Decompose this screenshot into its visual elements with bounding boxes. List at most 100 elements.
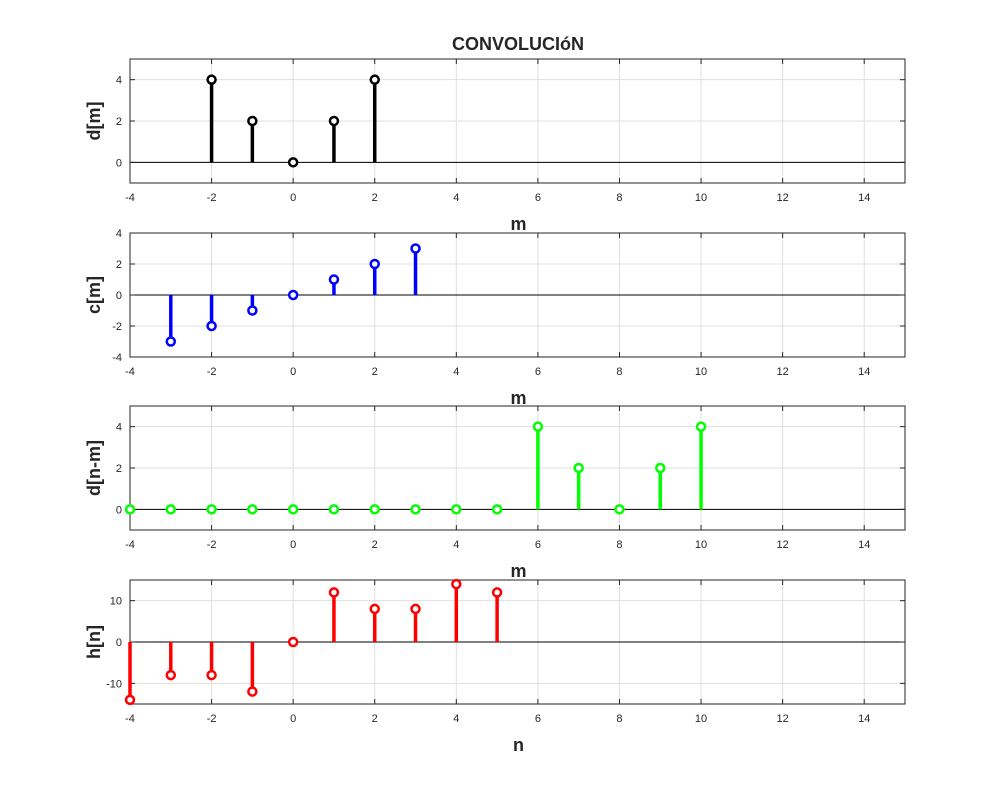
x-tick-label: 14 <box>858 192 870 204</box>
stem-1 <box>165 504 177 515</box>
x-tick-label: -2 <box>207 539 217 551</box>
x-axis-label: m <box>510 561 526 581</box>
x-tick-label: 2 <box>372 366 378 378</box>
stem-7 <box>410 504 421 515</box>
stem-1 <box>206 295 217 332</box>
stem-marker <box>206 669 217 681</box>
x-tick-label: 4 <box>453 539 459 551</box>
stem-4 <box>328 274 340 295</box>
x-tick-label: 0 <box>290 713 296 725</box>
stem-3 <box>328 115 340 163</box>
stem-marker <box>287 157 299 168</box>
stem-marker <box>165 504 177 515</box>
stem-marker <box>287 289 299 301</box>
y-tick-label: 4 <box>116 228 122 240</box>
x-tick-label: 4 <box>453 366 459 378</box>
x-tick-label: -2 <box>207 713 217 725</box>
x-tick-label: 10 <box>695 192 707 204</box>
stem-2 <box>247 295 258 316</box>
stem-marker <box>491 504 503 515</box>
stem-marker <box>491 587 503 598</box>
stem-0 <box>206 74 217 163</box>
x-axis-label: n <box>513 735 524 755</box>
x-tick-label: -4 <box>125 192 135 204</box>
stem-marker <box>124 504 136 515</box>
stem-9 <box>491 587 503 642</box>
y-tick-label: 0 <box>116 637 122 649</box>
stem-5 <box>328 504 340 515</box>
x-tick-label: 12 <box>777 539 789 551</box>
figure-title: CONVOLUCIóN <box>452 34 584 54</box>
y-tick-label: 0 <box>116 504 122 516</box>
subplot-3: -4 -2 0 2 4 6 8 10 12 14 0 2 4 m d[n-m] <box>84 405 906 581</box>
stem-marker <box>247 686 258 697</box>
y-axis-label: d[m] <box>84 102 104 141</box>
x-tick-label: 14 <box>858 713 870 725</box>
stem-11 <box>573 462 584 510</box>
x-tick-label: 12 <box>777 366 789 378</box>
stem-4 <box>369 74 380 163</box>
y-tick-label: 2 <box>116 259 122 271</box>
stem-9 <box>491 504 503 515</box>
stem-marker <box>655 462 666 474</box>
y-tick-label: -10 <box>106 678 122 690</box>
y-axis-label: h[n] <box>84 625 104 659</box>
x-tick-label: -2 <box>207 366 217 378</box>
x-tick-label: 10 <box>695 713 707 725</box>
stem-marker <box>328 115 340 127</box>
stem-marker <box>165 336 177 347</box>
stem-marker <box>451 504 462 515</box>
x-tick-label: 10 <box>695 366 707 378</box>
x-tick-label: 8 <box>616 366 622 378</box>
stem-marker <box>328 587 340 598</box>
stem-marker <box>369 504 380 515</box>
stem-marker <box>165 669 177 681</box>
x-tick-label: 0 <box>290 539 296 551</box>
x-axis-label: m <box>510 388 526 408</box>
subplot-1: -4 -2 0 2 4 6 8 10 12 14 0 2 4 m d[m] <box>84 58 906 234</box>
stem-marker <box>369 603 380 615</box>
stem-marker <box>206 320 217 332</box>
stem-4 <box>287 504 299 515</box>
stem-5 <box>328 587 340 642</box>
x-tick-label: 4 <box>453 192 459 204</box>
stem-marker <box>328 274 340 285</box>
stem-marker <box>410 504 421 515</box>
x-tick-label: -2 <box>207 192 217 204</box>
stem-2 <box>287 157 299 168</box>
stem-marker <box>247 115 258 127</box>
stem-1 <box>247 115 258 163</box>
x-tick-label: 12 <box>777 192 789 204</box>
stem-0 <box>124 642 136 706</box>
x-tick-label: 2 <box>372 713 378 725</box>
x-tick-label: -4 <box>125 713 135 725</box>
x-tick-label: 4 <box>453 713 459 725</box>
stem-2 <box>206 642 217 681</box>
stem-4 <box>287 636 299 648</box>
stem-6 <box>410 243 421 295</box>
stem-marker <box>287 636 299 648</box>
stem-3 <box>287 289 299 301</box>
y-tick-label: 2 <box>116 463 122 475</box>
stem-14 <box>695 421 707 510</box>
y-tick-label: 2 <box>116 116 122 128</box>
x-tick-label: 8 <box>616 192 622 204</box>
stem-8 <box>451 504 462 515</box>
y-tick-label: 4 <box>116 422 122 434</box>
stem-marker <box>247 504 258 515</box>
x-axis-label: m <box>510 214 526 234</box>
stem-marker <box>124 694 136 706</box>
subplot-4: -4 -2 0 2 4 6 8 10 12 14 -10 0 10 n h[n] <box>84 578 906 755</box>
stem-3 <box>247 504 258 515</box>
x-tick-label: 10 <box>695 539 707 551</box>
x-tick-label: 6 <box>535 713 541 725</box>
stem-marker <box>247 305 258 316</box>
subplot-2: -4 -2 0 2 4 6 8 10 12 14 -4 -2 0 2 4 m c[m] <box>84 228 906 408</box>
stem-7 <box>410 603 421 642</box>
y-tick-label: -4 <box>112 352 122 364</box>
x-tick-label: -4 <box>125 539 135 551</box>
stem-marker <box>451 578 462 590</box>
stem-3 <box>247 642 258 697</box>
stem-marker <box>410 243 421 254</box>
